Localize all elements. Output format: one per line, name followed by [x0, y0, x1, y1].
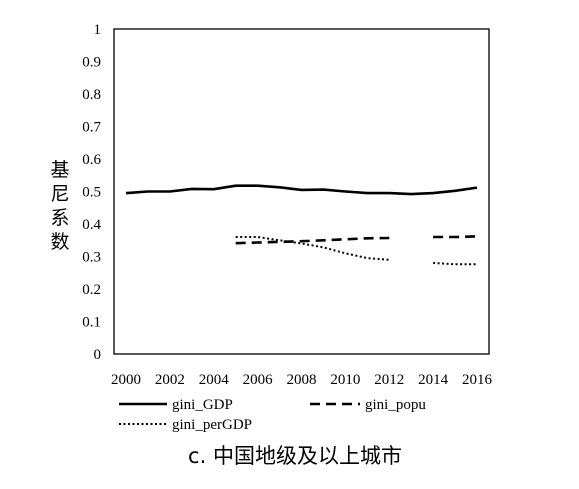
- x-tick-label: 2014: [418, 372, 449, 388]
- y-axis-ticks: 0 0.1 0.2 0.3 0.4 0.5 0.6 0.7 0.8 0.9 1: [82, 22, 101, 363]
- series-line-gini-pergdp: [235, 236, 390, 261]
- legend: gini_GDP gini_popu gini_perGDP: [119, 397, 426, 433]
- y-tick-label: 0.1: [82, 315, 101, 331]
- y-tick-label: 0.3: [82, 250, 101, 266]
- y-tick-label: 0.2: [82, 282, 101, 298]
- series-line-gini-gdp: [125, 184, 478, 196]
- x-tick-label: 2016: [462, 372, 493, 388]
- x-tick-label: 2012: [374, 372, 404, 388]
- legend-label-gini-popu: gini_popu: [365, 397, 426, 413]
- x-tick-label: 2008: [287, 372, 317, 388]
- series-line-gini-popu: [433, 235, 478, 239]
- x-axis-ticks: 2000 2002 2004 2006 2008 2010 2012 2014 2016: [111, 372, 493, 388]
- y-tick-label: 0.8: [82, 87, 101, 103]
- series-line-gini-popu: [235, 236, 390, 245]
- y-tick-label: 1: [94, 22, 102, 38]
- chart-caption: c. 中国地级及以上城市: [188, 444, 402, 468]
- y-tick-label: 0.4: [82, 217, 101, 233]
- plot-area-frame: [113, 28, 490, 355]
- x-tick-label: 2000: [111, 372, 141, 388]
- y-tick-label: 0.6: [82, 152, 101, 168]
- y-axis-title-char: 尼: [50, 183, 69, 205]
- x-tick-label: 2002: [155, 372, 185, 388]
- legend-label-gini-gdp: gini_GDP: [172, 397, 233, 413]
- y-tick-label: 0.5: [82, 185, 101, 201]
- legend-label-gini-pergdp: gini_perGDP: [172, 417, 252, 433]
- y-tick-label: 0: [94, 347, 102, 363]
- y-tick-label: 0.7: [82, 120, 101, 136]
- y-axis-title-char: 基: [50, 159, 69, 181]
- series-lines: [125, 184, 478, 266]
- x-tick-label: 2004: [199, 372, 230, 388]
- x-tick-label: 2006: [243, 372, 274, 388]
- y-axis-title-char: 数: [50, 231, 69, 253]
- x-tick-label: 2010: [330, 372, 360, 388]
- y-axis-title-char: 系: [50, 207, 69, 229]
- y-tick-label: 0.9: [82, 55, 101, 71]
- series-line-gini-pergdp: [433, 262, 477, 266]
